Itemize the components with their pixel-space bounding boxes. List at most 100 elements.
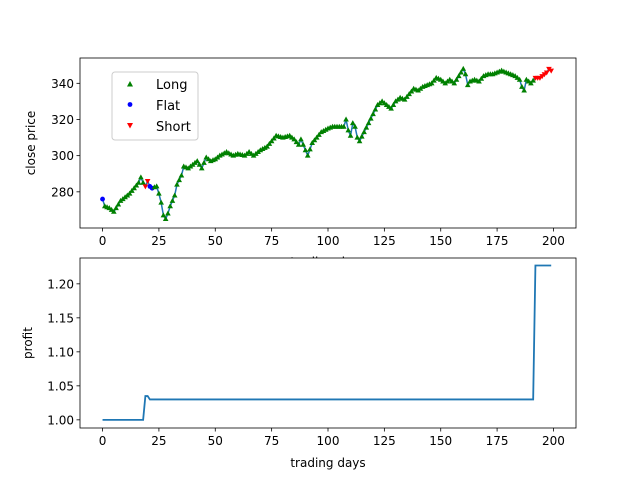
profit-y-axis-label: profit <box>21 327 35 359</box>
y-tick-label: 1.00 <box>47 413 74 427</box>
y-tick-label: 1.10 <box>47 345 74 359</box>
x-tick-label: 100 <box>317 234 340 248</box>
long-marker <box>167 203 173 209</box>
long-marker <box>519 83 525 89</box>
long-marker <box>406 91 412 97</box>
long-marker <box>304 152 311 158</box>
long-marker <box>311 137 318 143</box>
short-marker <box>543 70 550 76</box>
long-marker <box>370 111 376 117</box>
long-marker <box>293 139 300 145</box>
long-marker <box>162 215 169 221</box>
long-marker <box>307 146 313 152</box>
long-marker <box>174 181 180 187</box>
long-marker <box>291 136 297 142</box>
y-tick-label: 280 <box>51 185 74 199</box>
long-marker <box>153 183 160 189</box>
long-marker <box>340 123 347 129</box>
long-marker <box>313 134 320 140</box>
short-marker <box>142 184 149 190</box>
long-marker <box>530 77 536 83</box>
x-tick-label: 75 <box>264 234 279 248</box>
long-marker <box>451 80 458 86</box>
long-marker <box>160 212 167 218</box>
legend-box <box>111 71 199 141</box>
x-tick-label: 175 <box>486 234 509 248</box>
long-marker <box>131 185 137 191</box>
long-marker <box>347 132 354 138</box>
long-marker <box>264 143 270 149</box>
profit-x-ticks: 0 25 50 75 100 125 150 175 200 <box>99 428 565 448</box>
y-tick-label: 1.15 <box>47 311 74 325</box>
legend-short-marker-icon <box>127 123 133 129</box>
long-marker <box>126 190 133 196</box>
price-y-ticks: 280 300 320 340 <box>51 77 80 199</box>
profit-chart: 0 25 50 75 100 125 150 175 200 1.001.051.101.151… <box>21 257 577 470</box>
x-tick-label: 50 <box>208 234 223 248</box>
long-marker <box>521 87 527 93</box>
long-marker <box>350 120 356 126</box>
x-tick-label: 25 <box>151 434 166 448</box>
long-marker <box>345 127 352 133</box>
long-marker <box>455 73 462 79</box>
price-y-axis-label: close price <box>24 111 38 176</box>
long-marker <box>268 138 275 144</box>
long-marker <box>464 82 471 88</box>
legend-long-label: Long <box>156 78 187 93</box>
long-marker <box>428 80 435 86</box>
long-marker <box>171 192 178 198</box>
x-tick-label: 200 <box>542 234 565 248</box>
x-tick-label: 0 <box>99 434 107 448</box>
legend-short-label: Short <box>156 120 191 135</box>
x-tick-label: 50 <box>208 434 223 448</box>
long-marker <box>201 159 207 165</box>
x-tick-label: 75 <box>264 434 279 448</box>
long-marker <box>354 134 361 140</box>
x-tick-label: 150 <box>429 434 452 448</box>
legend-long-marker-icon <box>127 81 133 87</box>
long-marker <box>356 138 363 144</box>
profit-axes-background <box>80 258 576 428</box>
x-tick-label: 125 <box>373 234 396 248</box>
long-marker <box>140 179 146 185</box>
long-marker <box>198 165 205 171</box>
x-tick-label: 0 <box>99 234 107 248</box>
profit-y-ticks: 1.00 1.05 1.10 1.15 1.20 <box>47 277 80 427</box>
long-marker <box>368 115 374 121</box>
long-marker <box>528 80 534 86</box>
price-plot-area <box>100 65 554 221</box>
long-marker <box>176 177 182 183</box>
y-tick-label: 320 <box>51 113 74 127</box>
x-tick-label: 125 <box>373 434 396 448</box>
profit-line <box>102 264 552 421</box>
long-marker <box>316 131 322 137</box>
long-marker <box>300 141 306 147</box>
long-marker <box>133 182 140 188</box>
y-tick-label: 1.05 <box>47 379 74 393</box>
long-marker <box>266 140 273 146</box>
long-marker <box>113 205 119 211</box>
long-marker <box>111 208 117 214</box>
long-marker <box>158 199 164 205</box>
long-marker <box>478 75 485 81</box>
long-marker <box>476 78 482 84</box>
x-tick-label: 175 <box>486 434 509 448</box>
long-marker <box>361 129 367 135</box>
long-marker <box>138 174 144 180</box>
long-marker <box>271 135 277 141</box>
long-marker <box>298 136 304 142</box>
long-marker <box>390 102 397 108</box>
long-marker <box>309 140 316 145</box>
legend: Long Flat Short <box>111 71 199 141</box>
long-marker <box>359 133 365 139</box>
long-marker <box>453 76 460 82</box>
long-marker <box>404 93 410 99</box>
long-marker <box>343 116 349 122</box>
y-tick-label: 300 <box>51 149 74 163</box>
long-marker <box>372 106 379 112</box>
long-marker <box>129 187 135 193</box>
profit-x-axis-label: trading days <box>290 456 365 470</box>
long-marker <box>401 96 408 102</box>
